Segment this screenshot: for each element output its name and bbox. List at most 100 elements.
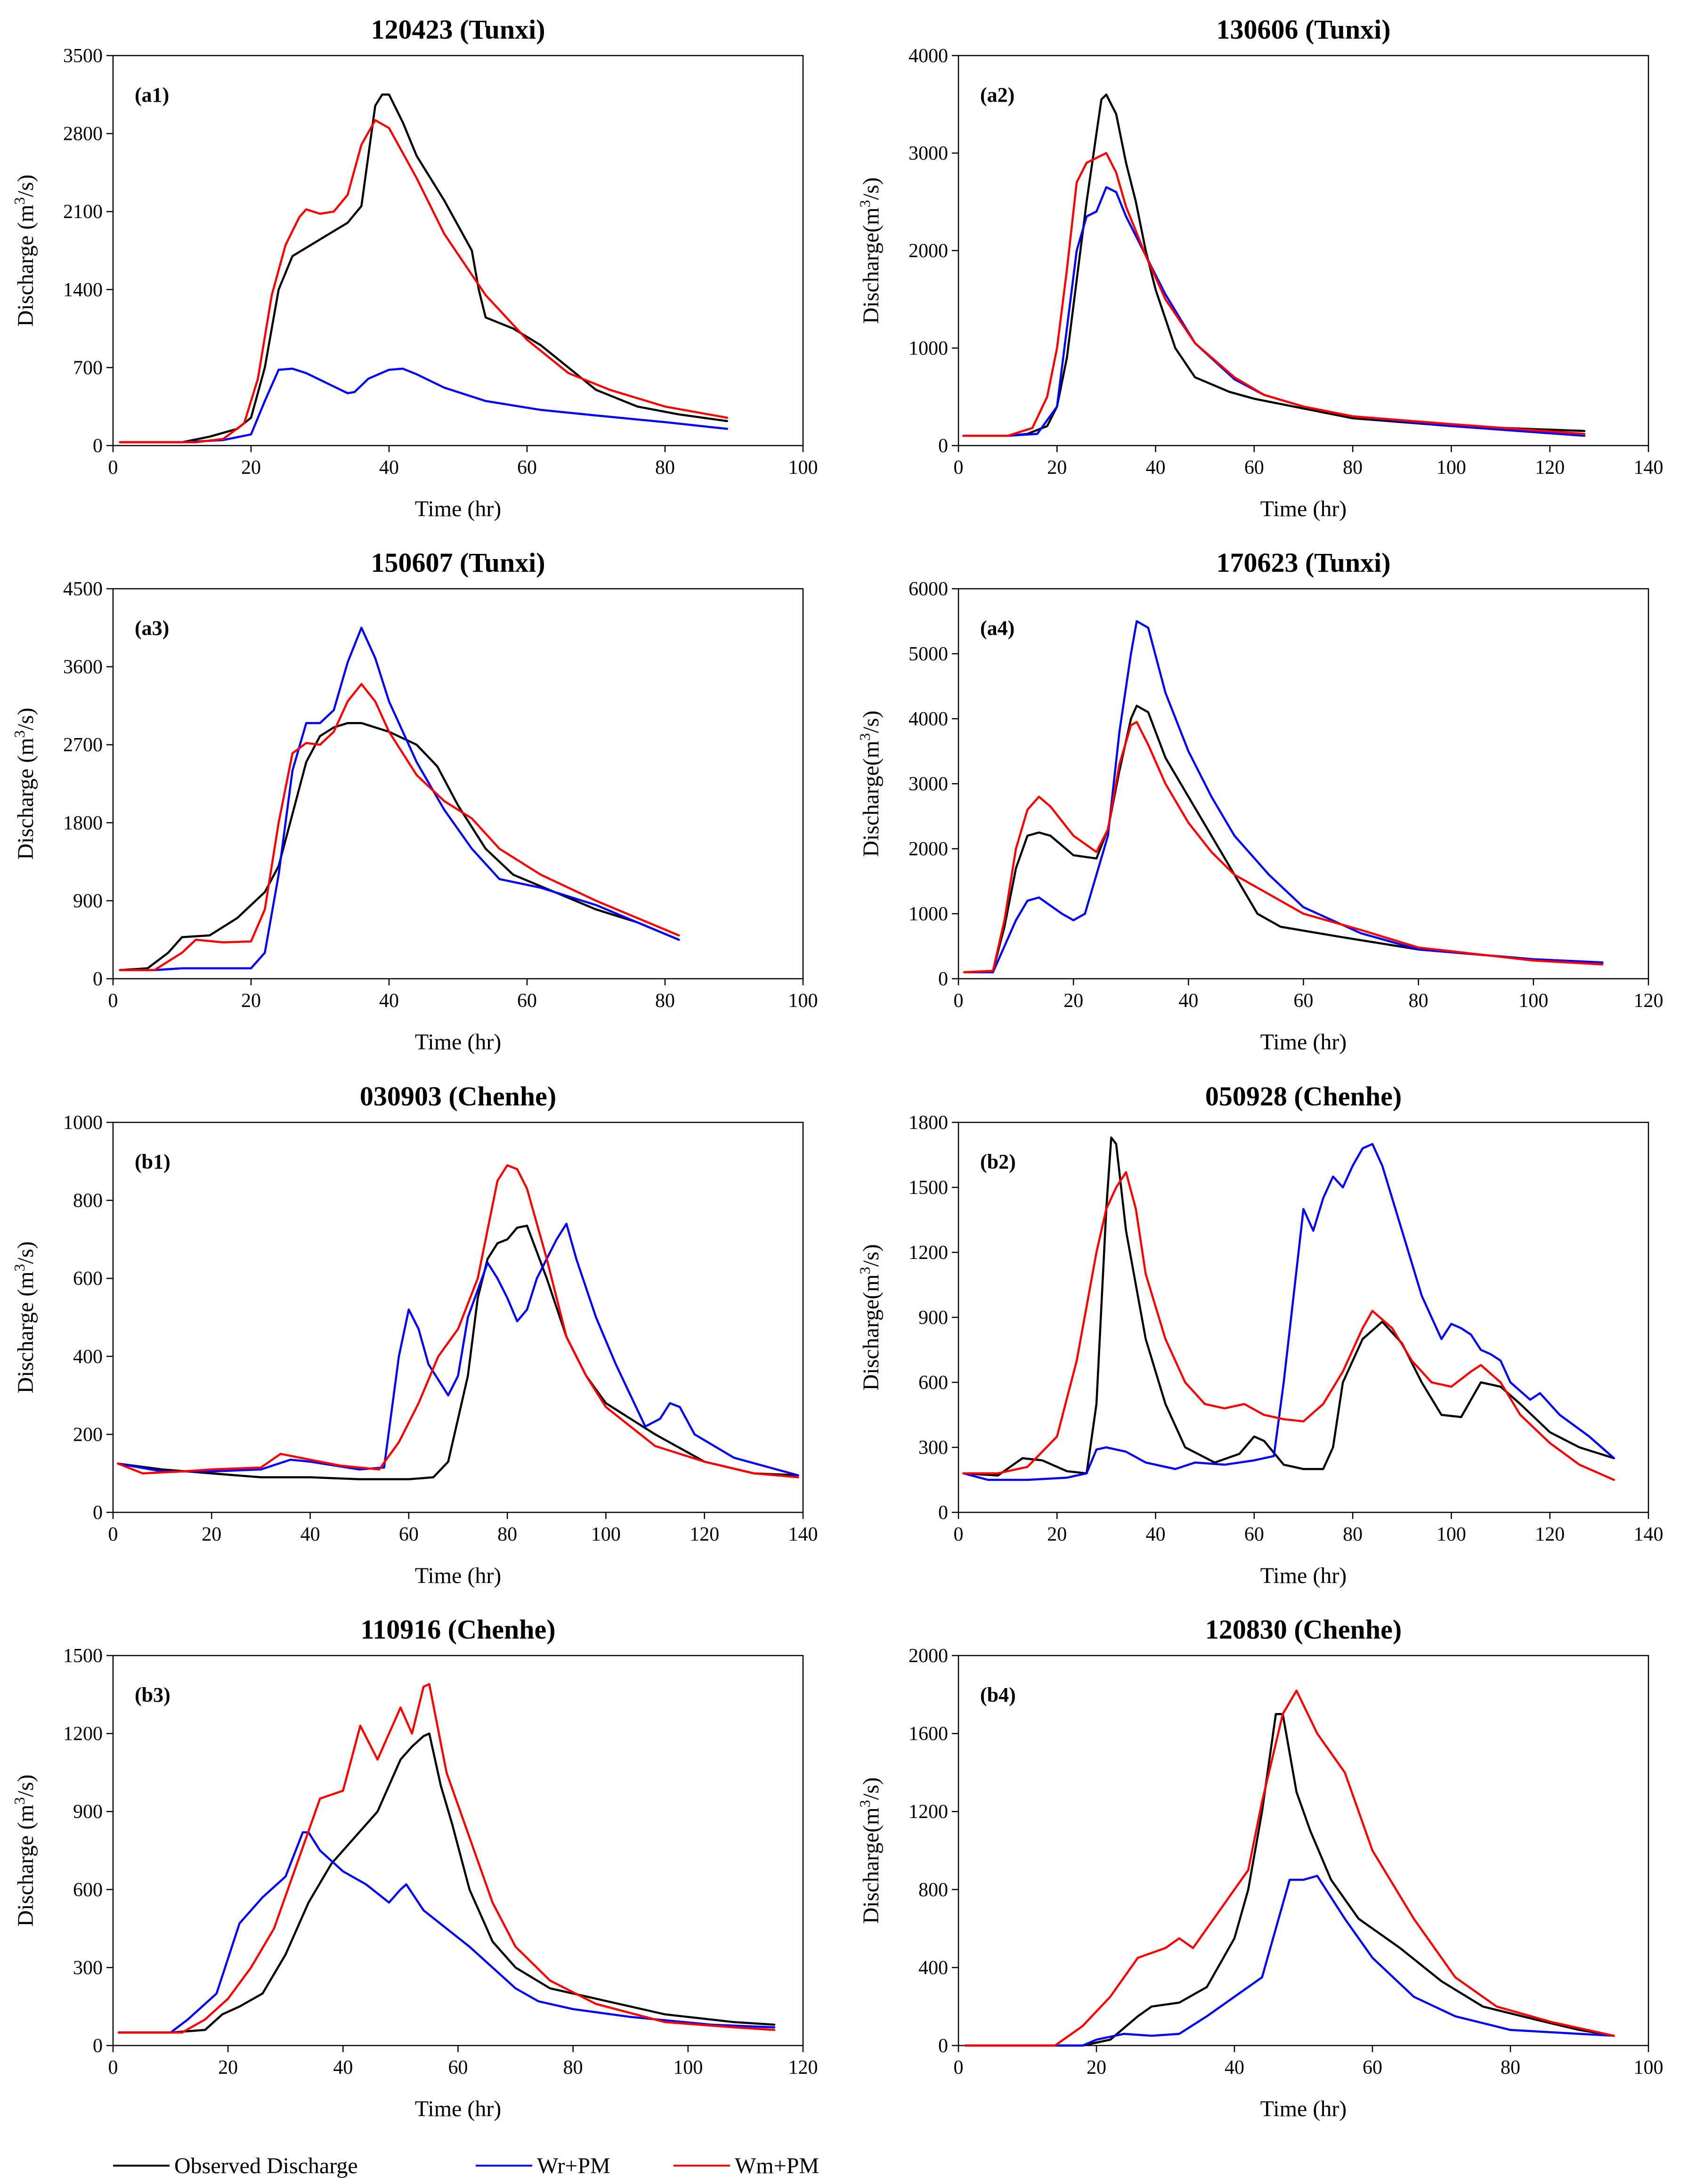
x-tick-label: 20 — [1087, 2057, 1106, 2078]
y-tick-label: 1200 — [909, 1801, 948, 1823]
series-line-observed-discharge — [117, 1732, 776, 2034]
x-tick-label: 100 — [1518, 990, 1548, 1012]
panel-label: (b1) — [135, 1150, 170, 1173]
series-line-wr-pm — [964, 1875, 1615, 2047]
y-axis-label-main: Discharge (m — [13, 204, 38, 326]
y-tick-label: 4000 — [909, 45, 948, 67]
panel-label: (a4) — [980, 617, 1014, 640]
x-tick-label: 0 — [108, 457, 118, 479]
y-axis-label: Discharge(m3/s) — [856, 177, 884, 324]
x-tick-label: 20 — [241, 990, 261, 1012]
plot-frame — [112, 1121, 804, 1513]
series-line-observed-discharge — [119, 722, 680, 971]
y-axis-label: Discharge(m3/s) — [856, 1777, 884, 1924]
chart-panel-4: 170623 (Tunxi) (a4) 0 20 40 60 80 100 120 0 1000 20… — [856, 547, 1664, 1055]
x-tick-label: 100 — [1634, 2057, 1664, 2078]
y-axis-label: Discharge (m3/s) — [11, 174, 38, 326]
y-tick-label: 2700 — [63, 734, 103, 756]
x-tick-label: 20 — [202, 1524, 221, 1545]
x-tick-label: 60 — [1294, 990, 1314, 1012]
y-axis-label: Discharge (m3/s) — [11, 1774, 38, 1926]
y-tick-label: 600 — [918, 1372, 948, 1394]
y-axis-label-superscript: 3 — [11, 730, 28, 738]
x-tick-label: 0 — [954, 1524, 964, 1545]
plot-frame — [112, 55, 804, 447]
y-tick-label: 2000 — [909, 838, 948, 860]
x-tick-label: 100 — [1436, 1524, 1466, 1545]
y-axis-label-main: Discharge (m — [13, 1804, 38, 1926]
legend-label-wr-pm: Wr+PM — [537, 2153, 610, 2178]
x-tick-label: 60 — [517, 457, 537, 479]
y-axis-label: Discharge(m3/s) — [856, 710, 884, 857]
x-tick-label: 80 — [1501, 2057, 1520, 2078]
y-tick-label: 2100 — [63, 201, 103, 223]
series-line-wm-pm — [962, 152, 1586, 437]
chart-panel-7: 110916 (Chenhe)(b3)0 20 40 60 80 100 120030060… — [11, 1614, 818, 2121]
chart-panel-5: 030903 (Chenhe) (b1) 0 20 40 60 80 100 120 140 0 20… — [11, 1081, 818, 1588]
legend-label-wm-pm: Wm+PM — [735, 2153, 819, 2178]
y-axis-label-unit: /s) — [859, 710, 884, 733]
y-axis-label-unit: /s) — [859, 177, 884, 200]
series-line-wm-pm — [117, 1164, 799, 1478]
x-tick-label: 0 — [108, 2057, 118, 2078]
y-axis-label-main: Discharge(m — [859, 207, 884, 324]
y-axis-label-superscript: 3 — [11, 197, 28, 204]
x-axis-label: Time (hr) — [1260, 2096, 1347, 2121]
y-tick-label: 800 — [73, 1190, 103, 1212]
x-tick-label: 100 — [591, 1524, 621, 1545]
x-tick-label: 140 — [1634, 457, 1664, 479]
x-tick-label: 20 — [1063, 990, 1083, 1012]
series-line-wr-pm — [962, 1143, 1615, 1481]
x-axis-label: Time (hr) — [415, 1030, 502, 1055]
series-line-wm-pm — [119, 119, 729, 444]
x-tick-label: 60 — [517, 990, 537, 1012]
chart-panel-6: 050928 (Chenhe) (b2) 0 20 40 60 80 100 120 140 0 30… — [856, 1081, 1664, 1588]
series-line-wr-pm — [119, 367, 729, 444]
y-tick-label: 0 — [938, 968, 948, 990]
y-tick-label: 700 — [73, 357, 103, 379]
y-tick-label: 3500 — [63, 45, 103, 67]
chart-panel-2: 130606 (Tunxi) (a2) 0 20 40 60 80 100 120 140 0 100… — [856, 14, 1664, 521]
x-tick-label: 80 — [1409, 990, 1428, 1012]
x-tick-label: 0 — [108, 990, 118, 1012]
series-line-wm-pm — [963, 721, 1604, 974]
y-axis-label-superscript: 3 — [856, 733, 873, 740]
series-line-wr-pm — [117, 1831, 776, 2034]
x-tick-label: 100 — [1436, 457, 1466, 479]
plot-frame — [112, 588, 804, 980]
y-tick-label: 1200 — [909, 1242, 948, 1264]
y-tick-label: 2000 — [909, 1645, 948, 1667]
y-axis-label-unit: /s) — [13, 1241, 38, 1264]
panel-label: (b3) — [135, 1683, 170, 1706]
y-tick-label: 1400 — [63, 279, 103, 301]
y-axis-label-unit: /s) — [13, 707, 38, 730]
x-tick-label: 40 — [1146, 1524, 1166, 1545]
x-tick-label: 0 — [954, 990, 964, 1012]
y-tick-label: 400 — [73, 1346, 103, 1368]
chart-title: 050928 (Chenhe) — [1205, 1081, 1402, 1112]
chart-title: 110916 (Chenhe) — [360, 1614, 555, 1645]
y-axis-label-unit: /s) — [13, 1774, 38, 1797]
y-axis-label-superscript: 3 — [11, 1797, 28, 1804]
x-tick-label: 120 — [1634, 990, 1664, 1012]
y-tick-label: 4000 — [909, 708, 948, 730]
y-tick-label: 1800 — [63, 812, 103, 834]
legend: Observed Discharge Wr+PM Wm+PM — [113, 2153, 819, 2178]
y-axis-label-main: Discharge (m — [13, 738, 38, 860]
y-tick-label: 5000 — [909, 643, 948, 665]
series-line-observed-discharge — [117, 1225, 799, 1480]
x-tick-label: 60 — [1244, 1524, 1264, 1545]
y-axis-label-superscript: 3 — [856, 1800, 873, 1807]
y-tick-label: 800 — [918, 1879, 948, 1901]
y-tick-label: 0 — [938, 1502, 948, 1524]
y-tick-label: 900 — [73, 1801, 103, 1823]
x-tick-label: 20 — [218, 2057, 238, 2078]
x-tick-label: 20 — [241, 457, 261, 479]
series-line-observed-discharge — [964, 1713, 1615, 2047]
x-tick-label: 40 — [300, 1524, 320, 1545]
y-tick-label: 600 — [73, 1268, 103, 1290]
panel-label: (a1) — [135, 83, 169, 106]
x-tick-label: 60 — [448, 2057, 468, 2078]
x-tick-label: 20 — [1047, 1524, 1067, 1545]
